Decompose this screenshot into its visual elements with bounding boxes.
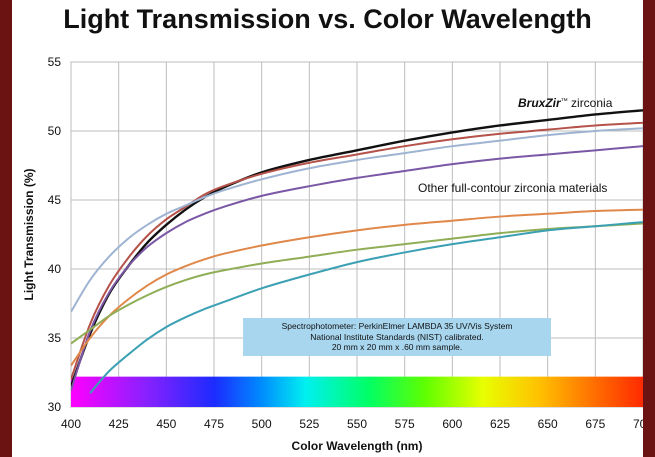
spec-line-3: 20 mm x 20 mm x .60 mm sample. [331, 342, 463, 352]
x-tick-label: 700 [633, 417, 643, 431]
bruxzir-trademark: ™ [561, 98, 568, 105]
y-axis-label: Light Transmission (%) [22, 168, 36, 300]
x-tick-label: 400 [61, 417, 81, 431]
bruxzir-label: BruxZir™ zirconia [518, 96, 613, 110]
spectrophotometer-note: Spectrophotometer: PerkinElmer LAMBDA 35… [243, 318, 551, 356]
y-tick-label: 55 [48, 55, 62, 69]
y-tick-label: 50 [48, 124, 62, 138]
series-line-3 [71, 127, 643, 313]
series-line-5 [71, 208, 643, 367]
y-tick-label: 30 [48, 400, 62, 414]
spectrum-band [71, 376, 643, 407]
y-tick-label: 40 [48, 262, 62, 276]
spec-line-1: Spectrophotometer: PerkinElmer LAMBDA 35… [281, 321, 513, 331]
bruxzir-brand: BruxZir [518, 96, 562, 110]
series-line-6 [71, 222, 643, 345]
y-tick-label: 35 [48, 331, 62, 345]
x-tick-label: 450 [156, 417, 176, 431]
y-tick-label: 45 [48, 193, 62, 207]
series-line-2 [71, 121, 643, 380]
spec-line-2: National Institute Standards (NIST) cali… [310, 331, 484, 342]
line-chart: 400 425 450 475 500 525 550 575 600 625 650 675 700 3… [22, 55, 643, 453]
x-tick-label: 550 [347, 417, 367, 431]
chart-title: Light Transmission vs. Color Wavelength [63, 4, 592, 34]
bruxzir-suffix: zirconia [568, 96, 613, 110]
x-tick-label: 475 [204, 417, 224, 431]
x-tick-label: 575 [395, 417, 415, 431]
x-tick-label: 500 [252, 417, 272, 431]
series-line-7 [89, 221, 643, 394]
x-axis-label: Color Wavelength (nm) [292, 439, 423, 453]
other-materials-label: Other full-contour zirconia materials [418, 181, 607, 195]
x-tick-label: 650 [538, 417, 558, 431]
series-line-4 [71, 145, 643, 391]
x-tick-label: 600 [442, 417, 462, 431]
x-tick-label: 525 [299, 417, 319, 431]
x-tick-label: 425 [109, 417, 129, 431]
x-tick-label: 625 [490, 417, 510, 431]
chart-frame: Light Transmission vs. Color Wavelength … [12, 0, 643, 457]
x-tick-label: 675 [585, 417, 605, 431]
